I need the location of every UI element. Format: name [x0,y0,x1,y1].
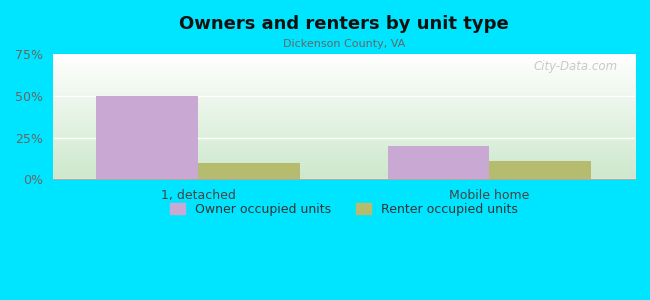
Bar [387,146,489,179]
Text: City-Data.com: City-Data.com [534,60,618,73]
Bar [198,163,300,179]
Bar [489,161,592,179]
Title: Owners and renters by unit type: Owners and renters by unit type [179,15,509,33]
Legend: Owner occupied units, Renter occupied units: Owner occupied units, Renter occupied un… [165,198,523,221]
Text: Dickenson County, VA: Dickenson County, VA [283,39,405,49]
Bar [96,96,198,179]
